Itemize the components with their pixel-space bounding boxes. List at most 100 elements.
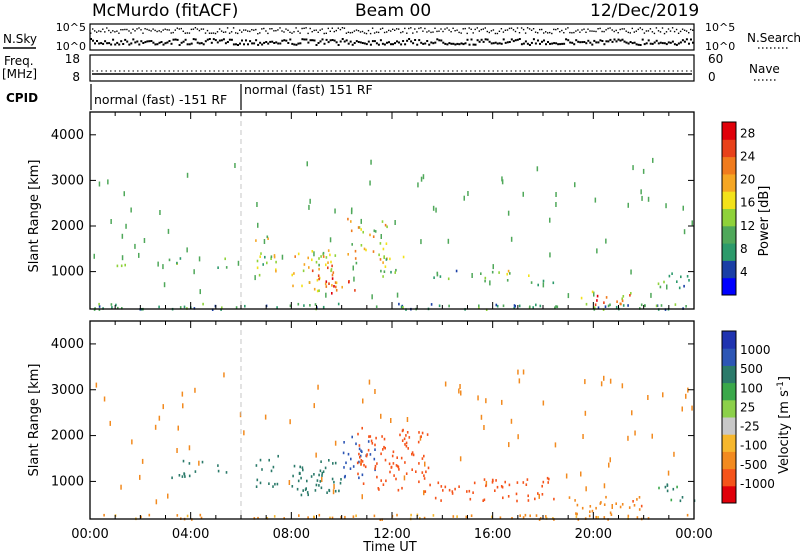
noise-search-point — [685, 30, 688, 32]
velocity-echo-cell — [390, 418, 392, 423]
power-echo-cell — [328, 282, 330, 285]
noise-right-tick-bottom: 10^0 — [705, 40, 735, 53]
power-echo-cell — [335, 289, 338, 292]
power-echo-cell — [98, 302, 100, 306]
noise-sky-point — [379, 39, 382, 42]
velocity-echo-cell — [632, 500, 634, 503]
velocity-echo-cell — [120, 484, 122, 490]
power-ytick-label: 3000 — [51, 173, 84, 188]
power-echo-cell — [596, 248, 598, 254]
velocity-echo-cell — [376, 462, 378, 465]
velocity-echo-cell — [288, 480, 291, 485]
noise-search-point — [470, 28, 472, 30]
noise-search-point — [283, 31, 285, 33]
noise-search-point — [484, 27, 486, 29]
noise-sky-point — [589, 41, 592, 44]
velocity-echo-cell — [510, 418, 513, 424]
noise-sky-point — [643, 43, 646, 46]
noise-sky-point — [142, 42, 145, 44]
noise-sky-point — [275, 41, 278, 44]
power-echo-cell — [596, 294, 599, 298]
power-echo-cell — [186, 172, 189, 178]
noise-search-point — [675, 28, 678, 31]
noise-search-point — [106, 27, 108, 29]
velocity-echo-cell — [178, 474, 181, 477]
velocity-echo-cell — [466, 490, 468, 493]
velocity-colorbar-tick: -1000 — [740, 477, 775, 491]
power-echo-cell — [93, 253, 95, 259]
velocity-echo-cell — [316, 479, 319, 482]
power-echo-cell — [630, 269, 632, 275]
noise-search-point — [275, 30, 277, 32]
noise-search-point — [94, 30, 96, 32]
velocity-echo-cell — [459, 384, 461, 389]
velocity-echo-cell — [404, 461, 406, 464]
power-echo-cell — [641, 195, 643, 201]
velocity-echo-cell — [334, 489, 337, 493]
noise-search-point — [112, 30, 114, 32]
noise-search-point — [543, 32, 545, 34]
noise-sky-point — [416, 43, 419, 46]
noise-search-point — [174, 29, 176, 31]
power-echo-cell — [293, 272, 295, 275]
velocity-echo-cell — [155, 499, 158, 505]
velocity-echo-cell — [448, 488, 451, 492]
velocity-echo-cell — [416, 513, 419, 517]
noise-sky-point — [172, 38, 175, 41]
noise-left-label: N.Sky — [3, 32, 37, 46]
power-echo-cell — [255, 239, 257, 242]
noise-search-point — [571, 32, 573, 34]
power-echo-cell — [436, 271, 439, 275]
velocity-echo-cell — [507, 495, 510, 498]
velocity-echo-cell — [406, 431, 409, 434]
power-echo-cell — [384, 265, 387, 268]
noise-search-point — [228, 32, 231, 34]
power-echo-cell — [383, 270, 386, 273]
noise-search-point — [285, 28, 287, 30]
velocity-echo-cell — [658, 486, 660, 490]
power-colorbar-tick: 4 — [740, 265, 748, 279]
noise-search-point — [583, 28, 585, 30]
noise-sky-point — [575, 39, 578, 42]
noise-search-point — [649, 28, 652, 30]
power-echo-cell — [385, 242, 388, 245]
noise-search-point — [524, 32, 527, 34]
noise-sky-point — [398, 41, 400, 44]
noise-search-point — [557, 28, 559, 30]
power-echo-cell — [273, 255, 276, 259]
noise-search-point — [400, 31, 402, 34]
power-echo-cell — [374, 230, 377, 233]
noise-search-point — [194, 27, 197, 29]
velocity-echo-cell — [343, 475, 346, 479]
velocity-echo-cell — [171, 476, 173, 480]
noise-search-point — [617, 32, 619, 34]
noise-sky-point — [309, 39, 312, 42]
power-echo-cell — [594, 197, 597, 203]
velocity-colorbar-segment — [722, 399, 736, 418]
power-echo-cell — [537, 283, 539, 287]
noise-sky-point — [281, 39, 284, 42]
velocity-echo-cell — [176, 514, 179, 517]
noise-search-point — [126, 28, 128, 31]
power-echo-cell — [400, 305, 403, 309]
velocity-echo-cell — [321, 471, 324, 475]
noise-search-point — [563, 32, 565, 34]
noise-search-point — [351, 31, 354, 34]
velocity-echo-cell — [293, 464, 296, 468]
noise-sky-point — [597, 41, 600, 44]
noise-right-label: N.Search — [747, 31, 800, 45]
noise-search-point — [303, 27, 305, 29]
power-echo-cell — [301, 284, 303, 288]
noise-sky-point — [438, 39, 441, 42]
power-y-axis-label: Slant Range [km] — [27, 160, 42, 273]
power-echo-cell — [580, 296, 583, 300]
noise-search-point — [355, 29, 358, 31]
noise-sky-point — [621, 38, 624, 41]
noise-search-point — [575, 30, 577, 32]
noise-search-point — [621, 28, 623, 30]
power-echo-cell — [554, 306, 556, 309]
power-echo-cell — [330, 269, 332, 273]
noise-search-point — [108, 29, 110, 32]
noise-search-point — [206, 29, 209, 32]
power-echo-cell — [513, 304, 516, 307]
